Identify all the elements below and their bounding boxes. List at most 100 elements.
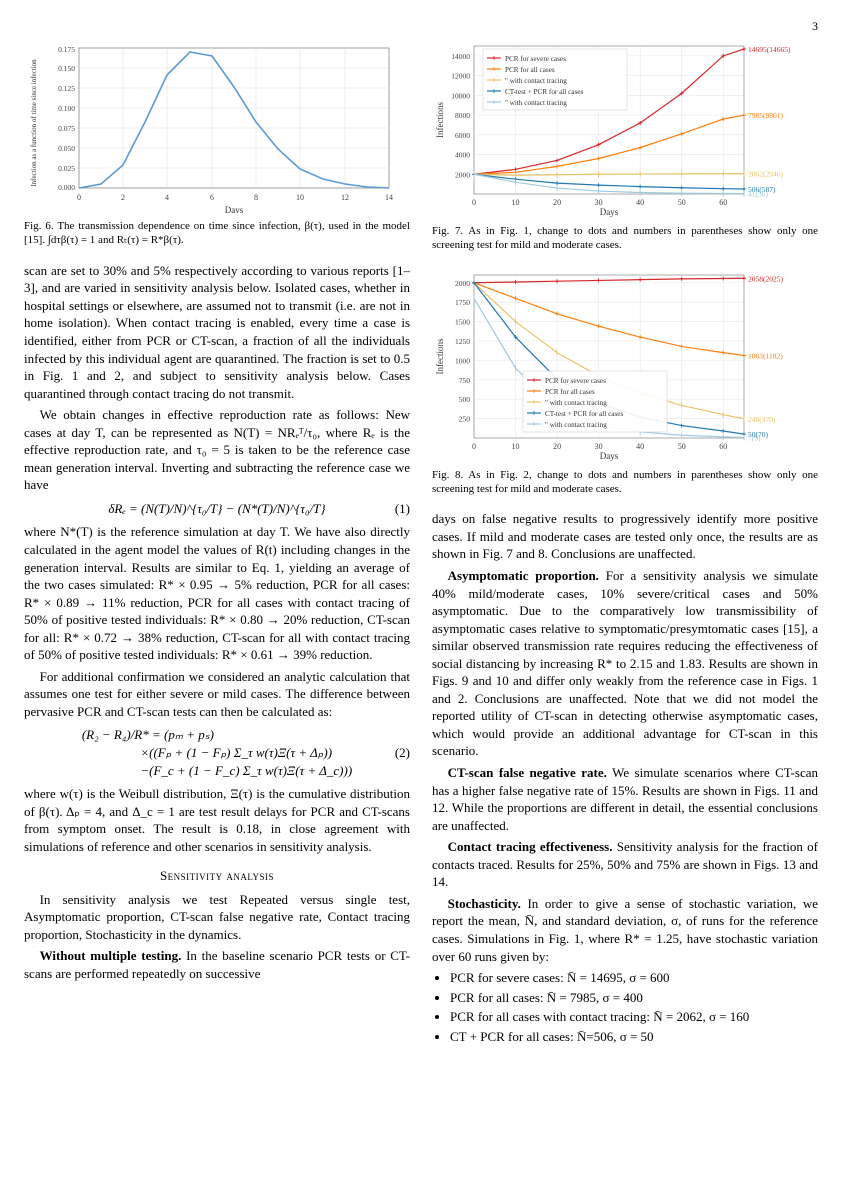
svg-text:10: 10 (512, 442, 520, 451)
body-para: Contact tracing effectiveness. Sensitivi… (432, 838, 818, 891)
svg-text:248(370): 248(370) (748, 415, 776, 424)
svg-text:PCR for all cases: PCR for all cases (545, 388, 595, 396)
svg-text:0.100: 0.100 (58, 104, 75, 113)
svg-text:2000: 2000 (455, 279, 470, 288)
left-column: 024 6810 1214 0.0000.0250.050 0.0750.100… (24, 38, 410, 1049)
svg-text:0.150: 0.150 (58, 64, 75, 73)
svg-text:2058(2025): 2058(2025) (748, 274, 783, 283)
svg-text:60: 60 (719, 442, 727, 451)
svg-text:" with contact tracing: " with contact tracing (505, 77, 567, 85)
svg-text:50: 50 (678, 198, 686, 207)
svg-text:10000: 10000 (451, 92, 470, 101)
svg-text:1250: 1250 (455, 337, 470, 346)
svg-text:8: 8 (254, 193, 258, 202)
svg-text:6000: 6000 (455, 131, 470, 140)
svg-text:0.000: 0.000 (58, 183, 75, 192)
figure-7: 2000400060008000100001200014000010203040… (432, 38, 818, 218)
bullet-item: PCR for all cases with contact tracing: … (450, 1008, 818, 1026)
subhead-without-multiple: Without multiple testing. (40, 948, 182, 963)
svg-text:Days: Days (225, 205, 244, 213)
bullet-item: CT + PCR for all cases: N̄=506, σ = 50 (450, 1028, 818, 1046)
body-para: Stochasticity. In order to give a sense … (432, 895, 818, 965)
svg-text:4000: 4000 (455, 151, 470, 160)
svg-text:CT-test + PCR for all cases: CT-test + PCR for all cases (545, 410, 623, 418)
svg-text:8000: 8000 (455, 111, 470, 120)
svg-text:2062(2940): 2062(2940) (748, 170, 783, 179)
svg-text:20: 20 (553, 442, 561, 451)
body-para: days on false negative results to progre… (432, 510, 818, 563)
svg-text:Infection as a function of tim: Infection as a function of time since in… (30, 59, 38, 187)
svg-text:12: 12 (341, 193, 349, 202)
svg-text:Days: Days (600, 451, 619, 461)
figure-6-caption: Fig. 6. The transmission dependence on t… (24, 219, 410, 248)
svg-text:2000: 2000 (455, 170, 470, 179)
equation-2: (R₂ − R₄)/R* = (pₘ + pₛ) ×((Fₚ + (1 − Fₚ… (24, 726, 410, 779)
equation-2-line: ×((Fₚ + (1 − Fₚ) Σ_τ w(τ)Ξ(τ + Δₚ)) (82, 744, 352, 762)
svg-text:Infections: Infections (435, 338, 445, 374)
svg-text:CT-test + PCR for all cases: CT-test + PCR for all cases (505, 88, 583, 96)
svg-text:PCR for severe cases: PCR for severe cases (505, 55, 566, 63)
subhead-stochasticity: Stochasticity. (448, 896, 521, 911)
stochasticity-bullets: PCR for severe cases: N̄ = 14695, σ = 60… (450, 969, 818, 1045)
svg-text:PCR for all cases: PCR for all cases (505, 66, 555, 74)
subhead-asymptomatic: Asymptomatic proportion. (448, 568, 599, 583)
svg-text:40: 40 (636, 442, 644, 451)
svg-text:0.175: 0.175 (58, 45, 75, 54)
body-para: Without multiple testing. In the baselin… (24, 947, 410, 982)
svg-text:14000: 14000 (451, 52, 470, 61)
equation-1-number: (1) (395, 500, 410, 518)
svg-text:Infections: Infections (435, 102, 445, 138)
svg-text:1000: 1000 (455, 356, 470, 365)
svg-text:40: 40 (636, 198, 644, 207)
body-para: In sensitivity analysis we test Repeated… (24, 891, 410, 944)
page-number: 3 (24, 18, 818, 34)
svg-text:0.125: 0.125 (58, 84, 75, 93)
subhead-contact-tracing: Contact tracing effectiveness. (448, 839, 613, 854)
body-text-inline: For a sensitivity analysis we simulate 4… (432, 568, 818, 758)
svg-text:7(9): 7(9) (748, 433, 761, 442)
svg-text:60: 60 (719, 198, 727, 207)
figure-6: 024 6810 1214 0.0000.0250.050 0.0750.100… (24, 38, 410, 213)
two-column-layout: 024 6810 1214 0.0000.0250.050 0.0750.100… (24, 38, 818, 1049)
svg-text:750: 750 (459, 376, 471, 385)
svg-text:12000: 12000 (451, 72, 470, 81)
svg-text:" with contact tracing: " with contact tracing (545, 421, 607, 429)
svg-text:6: 6 (210, 193, 214, 202)
svg-text:Days: Days (600, 207, 619, 217)
bullet-item: PCR for all cases: N̄ = 7985, σ = 400 (450, 989, 818, 1007)
svg-text:500: 500 (459, 395, 471, 404)
svg-text:0.050: 0.050 (58, 144, 75, 153)
svg-text:0.075: 0.075 (58, 124, 75, 133)
equation-2-number: (2) (395, 744, 410, 762)
svg-text:0.025: 0.025 (58, 164, 75, 173)
svg-text:" with contact tracing: " with contact tracing (505, 99, 567, 107)
body-para: scan are set to 30% and 5% respectively … (24, 262, 410, 402)
svg-text:0: 0 (77, 193, 81, 202)
figure-8-caption: Fig. 8. As in Fig. 2, change to dots and… (432, 468, 818, 497)
subhead-ctscan-fnr: CT-scan false negative rate. (448, 765, 607, 780)
svg-text:10: 10 (512, 198, 520, 207)
equation-2-line: (R₂ − R₄)/R* = (pₘ + pₛ) (82, 726, 352, 744)
svg-text:41(56): 41(56) (748, 190, 768, 199)
svg-text:0: 0 (472, 442, 476, 451)
svg-text:7985(8801): 7985(8801) (748, 111, 783, 120)
body-para: where N*(T) is the reference simulation … (24, 523, 410, 663)
bullet-item: PCR for severe cases: N̄ = 14695, σ = 60… (450, 969, 818, 987)
svg-text:14: 14 (385, 193, 393, 202)
body-para: We obtain changes in effective reproduct… (24, 406, 410, 494)
svg-text:2: 2 (121, 193, 125, 202)
svg-text:10: 10 (296, 193, 304, 202)
svg-text:20: 20 (553, 198, 561, 207)
section-heading-sensitivity: Sensitivity analysis (24, 867, 410, 885)
body-para: where w(τ) is the Weibull distribution, … (24, 785, 410, 855)
svg-text:50: 50 (678, 442, 686, 451)
svg-text:" with contact tracing: " with contact tracing (545, 399, 607, 407)
svg-text:1063(1182): 1063(1182) (748, 351, 783, 360)
svg-text:250: 250 (459, 414, 471, 423)
svg-text:0: 0 (472, 198, 476, 207)
equation-2-line: −(F_c + (1 − F_c) Σ_τ w(τ)Ξ(τ + Δ_c))) (82, 762, 352, 780)
svg-text:30: 30 (595, 442, 603, 451)
svg-text:14695(14665): 14695(14665) (748, 45, 791, 54)
body-para: Asymptomatic proportion. For a sensitivi… (432, 567, 818, 760)
equation-1-body: δRₑ = (N(T)/N)^{τ₀/T} − (N*(T)/N)^{τ₀/T} (108, 501, 325, 516)
